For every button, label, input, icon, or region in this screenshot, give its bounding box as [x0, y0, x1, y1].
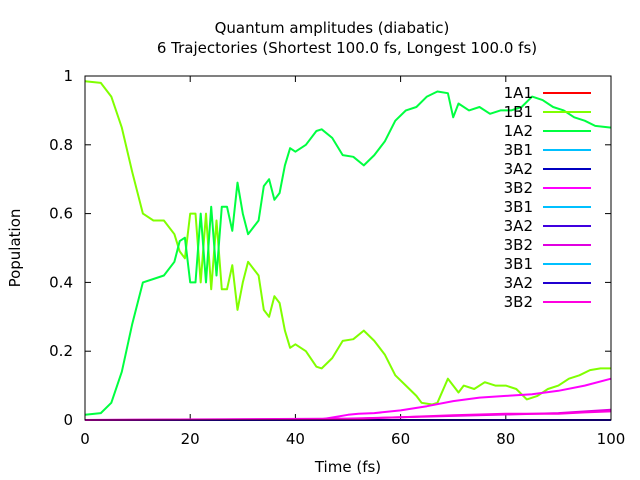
y-tick-label: 0: [63, 411, 73, 429]
y-tick-label: 0.6: [49, 205, 73, 223]
y-tick-label: 0.8: [49, 136, 73, 154]
legend-label: 3B2: [504, 236, 533, 254]
legend-label: 3A2: [504, 217, 533, 235]
x-tick-label: 80: [496, 430, 515, 448]
x-tick-label: 20: [181, 430, 200, 448]
x-tick-label: 40: [286, 430, 305, 448]
legend-label: 3A2: [504, 274, 533, 292]
legend-label: 3B1: [504, 198, 533, 216]
series-line-1b1-1: [84, 80, 611, 406]
legend-label: 3A2: [504, 160, 533, 178]
x-axis-label: Time (fs): [314, 458, 381, 476]
y-tick-label: 0.4: [49, 273, 73, 291]
x-tick-label: 60: [391, 430, 410, 448]
axis-ticks: 0 20 40 60 80 100 0 0.2 0.4 0.6 0.8 1: [49, 67, 625, 448]
series-line-1a2-2: [84, 90, 612, 416]
x-tick-label: 100: [597, 430, 626, 448]
legend-label: 1A1: [504, 84, 533, 102]
y-tick-label: 0.2: [49, 342, 73, 360]
legend-label: 3B2: [504, 293, 533, 311]
legend-label: 1B1: [504, 103, 533, 121]
legend-label: 1A2: [504, 122, 533, 140]
y-tick-label: 1: [63, 67, 73, 85]
y-axis-label: Population: [6, 209, 24, 288]
chart-title: Quantum amplitudes (diabatic): [215, 19, 450, 37]
legend-label: 3B1: [504, 255, 533, 273]
legend-label: 3B1: [504, 141, 533, 159]
series-line-3b2-5: [85, 377, 612, 421]
x-tick-label: 0: [80, 430, 90, 448]
series-line-3b2-11: [84, 410, 612, 421]
plot-frame: [84, 75, 612, 421]
legend-label: 3B2: [504, 179, 533, 197]
chart-subtitle: 6 Trajectories (Shortest 100.0 fs, Longe…: [157, 39, 537, 57]
